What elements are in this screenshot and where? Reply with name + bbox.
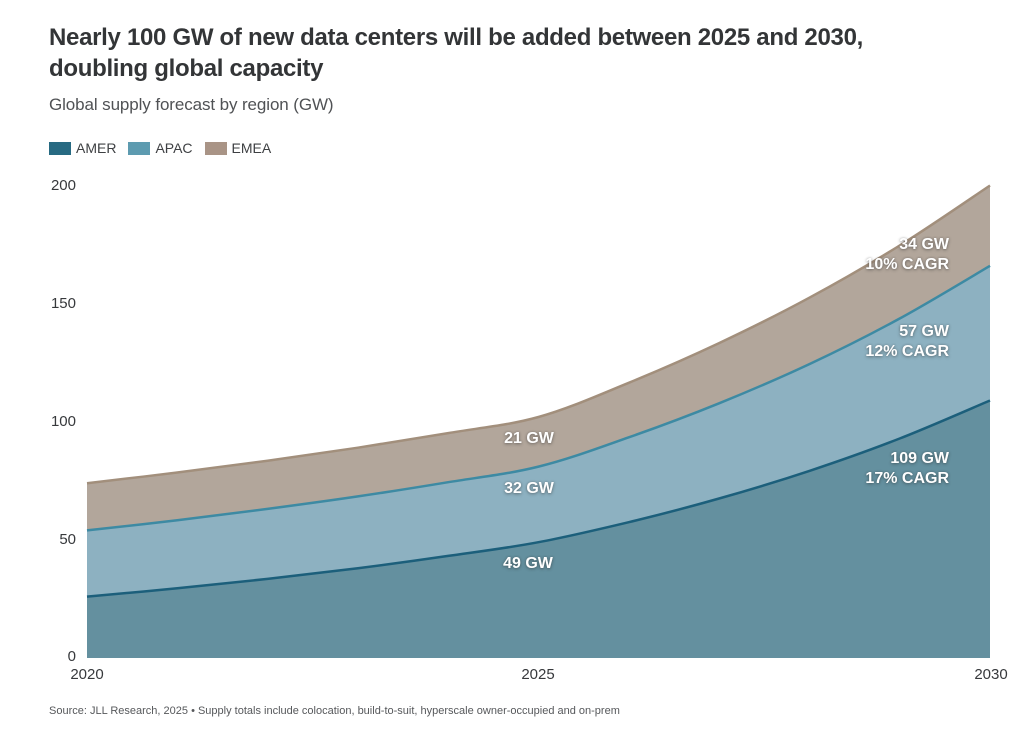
annotation-amer-2030-cagr: 17% CAGR — [865, 470, 949, 487]
annotation-apac-2025: 32 GW — [504, 480, 554, 497]
emea-swatch-icon — [204, 141, 227, 155]
area-amer — [87, 400, 990, 658]
amer-swatch-icon — [49, 141, 71, 155]
annotation-apac-2030-cagr: 12% CAGR — [865, 343, 949, 360]
annotation-apac-2030-value: 57 GW — [899, 323, 949, 340]
legend-label-apac: APAC — [155, 140, 193, 156]
x-axis-tick-2020: 2020 — [70, 666, 104, 683]
apac-swatch-icon — [128, 141, 151, 155]
chart-title-line1: Nearly 100 GW of new data centers will b… — [49, 24, 863, 51]
annotation-amer-2030: 109 GW 17% CAGR — [865, 449, 949, 489]
y-axis-tick-100: 100 — [50, 413, 76, 430]
y-axis-tick-50: 50 — [59, 531, 76, 548]
boundary-line-apac — [86, 264, 991, 532]
y-axis-tick-200: 200 — [50, 177, 76, 194]
annotation-emea-2030-cagr: 10% CAGR — [865, 256, 949, 273]
annotation-emea-2030-value: 34 GW — [899, 236, 949, 253]
chart-subtitle: Global supply forecast by region (GW) — [49, 95, 334, 114]
y-axis-tick-0: 0 — [67, 648, 76, 665]
annotation-emea-2025: 21 GW — [504, 430, 554, 447]
legend-item-apac: APAC — [128, 140, 193, 156]
source-note: Source: JLL Research, 2025 • Supply tota… — [49, 705, 620, 717]
boundary-line-amer — [86, 399, 991, 598]
annotation-amer-2030-value: 109 GW — [890, 450, 949, 467]
legend-label-emea: EMEA — [231, 140, 272, 156]
legend-label-amer: AMER — [76, 140, 117, 156]
chart-title-line2: doubling global capacity — [49, 55, 324, 82]
x-axis-tick-2025: 2025 — [521, 666, 555, 683]
annotation-apac-2030: 57 GW 12% CAGR — [865, 322, 949, 362]
legend: AMER APAC EMEA — [49, 140, 271, 156]
y-axis-tick-150: 150 — [50, 295, 76, 312]
boundary-line-emea — [86, 184, 991, 485]
x-axis-tick-2030: 2030 — [974, 666, 1008, 683]
legend-item-amer: AMER — [49, 140, 116, 156]
annotation-amer-2025: 49 GW — [503, 555, 553, 572]
legend-item-emea: EMEA — [204, 140, 272, 156]
chart-title: Nearly 100 GW of new data centers will b… — [49, 22, 1009, 84]
annotation-emea-2030: 34 GW 10% CAGR — [865, 235, 949, 275]
